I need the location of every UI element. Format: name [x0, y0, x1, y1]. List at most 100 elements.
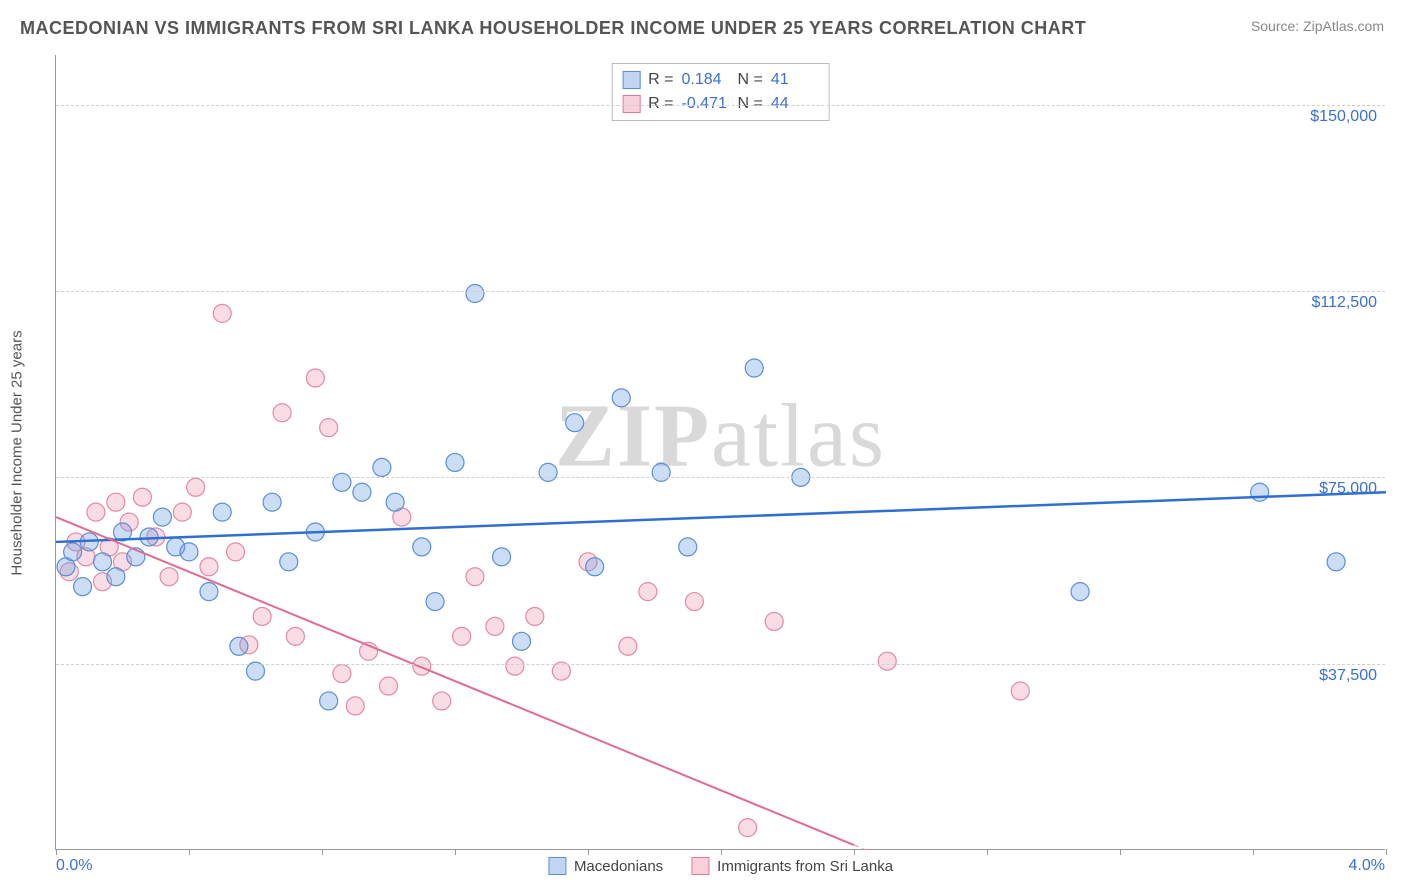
data-point-blue — [493, 548, 511, 566]
data-point-pink — [133, 488, 151, 506]
y-tick-label: $75,000 — [1319, 480, 1377, 498]
data-point-blue — [247, 662, 265, 680]
data-point-pink — [286, 627, 304, 645]
data-point-blue — [586, 558, 604, 576]
data-point-pink — [685, 593, 703, 611]
data-point-pink — [87, 503, 105, 521]
blue-r-value: 0.184 — [682, 68, 730, 92]
data-point-blue — [353, 483, 371, 501]
data-point-pink — [1011, 682, 1029, 700]
data-point-blue — [140, 528, 158, 546]
data-point-pink — [765, 612, 783, 630]
data-point-blue — [652, 463, 670, 481]
data-point-pink — [739, 819, 757, 837]
data-point-pink — [227, 543, 245, 561]
x-tick-mark — [1120, 849, 1121, 855]
data-point-blue — [413, 538, 431, 556]
gridline — [56, 105, 1385, 106]
x-axis-max-label: 4.0% — [1349, 857, 1385, 875]
data-point-blue — [745, 359, 763, 377]
data-point-blue — [94, 553, 112, 571]
data-point-blue — [612, 389, 630, 407]
data-point-pink — [320, 419, 338, 437]
source-attribution: Source: ZipAtlas.com — [1251, 18, 1384, 34]
data-point-blue — [1071, 583, 1089, 601]
y-tick-label: $150,000 — [1310, 108, 1377, 126]
data-point-blue — [320, 692, 338, 710]
gridline — [56, 291, 1385, 292]
chart-area: Householder Income Under 25 years ZIPatl… — [55, 55, 1385, 850]
data-point-pink — [380, 677, 398, 695]
x-tick-mark — [588, 849, 589, 855]
data-point-pink — [346, 697, 364, 715]
data-point-pink — [213, 304, 231, 322]
data-point-pink — [453, 627, 471, 645]
data-point-pink — [333, 665, 351, 683]
x-tick-mark — [987, 849, 988, 855]
plot-region: ZIPatlas R = 0.184 N = 41 R = -0.471 N =… — [55, 55, 1385, 850]
data-point-blue — [386, 493, 404, 511]
data-point-pink — [619, 637, 637, 655]
data-point-pink — [639, 583, 657, 601]
data-point-blue — [200, 583, 218, 601]
source-link[interactable]: ZipAtlas.com — [1303, 18, 1384, 34]
y-tick-label: $37,500 — [1319, 667, 1377, 685]
swatch-pink-icon — [691, 857, 709, 875]
x-tick-mark — [189, 849, 190, 855]
data-point-blue — [1251, 483, 1269, 501]
data-point-blue — [539, 463, 557, 481]
data-point-pink — [107, 493, 125, 511]
data-point-pink — [306, 369, 324, 387]
x-tick-mark — [1386, 849, 1387, 855]
data-point-blue — [446, 453, 464, 471]
data-point-blue — [213, 503, 231, 521]
legend: Macedonians Immigrants from Sri Lanka — [548, 857, 893, 875]
data-point-pink — [413, 657, 431, 675]
correlation-stats-box: R = 0.184 N = 41 R = -0.471 N = 44 — [611, 63, 830, 121]
legend-item-pink: Immigrants from Sri Lanka — [691, 857, 893, 875]
x-tick-mark — [854, 849, 855, 855]
data-point-blue — [333, 473, 351, 491]
data-point-pink — [273, 404, 291, 422]
data-point-pink — [466, 568, 484, 586]
data-point-blue — [679, 538, 697, 556]
data-point-blue — [230, 637, 248, 655]
data-point-blue — [1327, 553, 1345, 571]
data-point-blue — [426, 593, 444, 611]
y-tick-label: $112,500 — [1311, 294, 1377, 312]
data-point-pink — [187, 478, 205, 496]
r-label: R = — [648, 68, 673, 92]
data-point-blue — [180, 543, 198, 561]
x-tick-mark — [56, 849, 57, 855]
data-point-pink — [878, 652, 896, 670]
data-point-blue — [74, 578, 92, 596]
data-point-blue — [466, 285, 484, 303]
data-point-pink — [506, 657, 524, 675]
data-point-blue — [64, 543, 82, 561]
data-point-pink — [526, 607, 544, 625]
data-point-blue — [107, 568, 125, 586]
legend-item-blue: Macedonians — [548, 857, 663, 875]
gridline — [56, 477, 1385, 478]
data-point-blue — [373, 458, 391, 476]
trendline-pink — [56, 517, 854, 845]
chart-title: MACEDONIAN VS IMMIGRANTS FROM SRI LANKA … — [20, 18, 1086, 39]
n-label: N = — [738, 68, 763, 92]
data-point-pink — [173, 503, 191, 521]
data-point-pink — [552, 662, 570, 680]
legend-blue-label: Macedonians — [574, 858, 663, 875]
swatch-blue-icon — [548, 857, 566, 875]
x-tick-mark — [322, 849, 323, 855]
gridline — [56, 664, 1385, 665]
stats-row-blue: R = 0.184 N = 41 — [622, 68, 819, 92]
data-point-blue — [263, 493, 281, 511]
y-axis-label: Householder Income Under 25 years — [9, 330, 26, 575]
data-point-blue — [280, 553, 298, 571]
blue-n-value: 41 — [771, 68, 819, 92]
x-tick-mark — [721, 849, 722, 855]
legend-pink-label: Immigrants from Sri Lanka — [717, 858, 893, 875]
data-point-blue — [566, 414, 584, 432]
trendline-blue — [56, 492, 1386, 542]
x-tick-mark — [1253, 849, 1254, 855]
data-point-pink — [433, 692, 451, 710]
